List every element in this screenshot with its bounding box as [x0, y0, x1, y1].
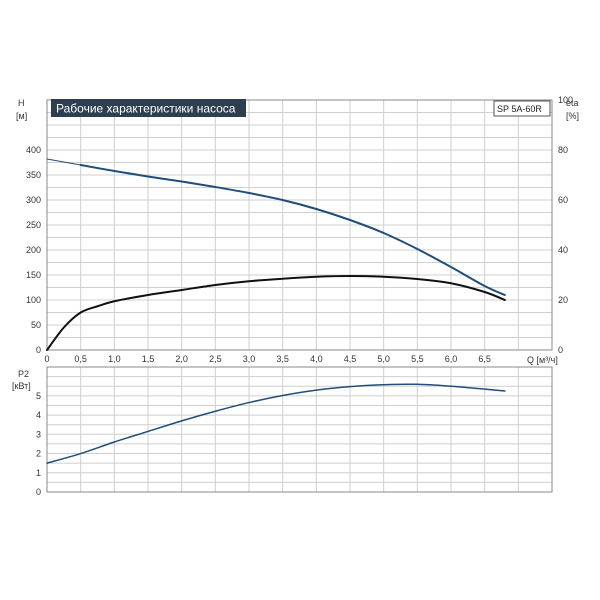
- head-tick-label: 200: [26, 245, 41, 255]
- efficiency-tick-label: 60: [558, 195, 568, 205]
- head-tick-label: 350: [26, 170, 41, 180]
- x-tick-label: 1,0: [108, 354, 121, 364]
- lower-plot-frame: [46, 366, 553, 493]
- head-curve: [79, 164, 506, 296]
- x-tick-label: 1,5: [142, 354, 155, 364]
- chart-title-box: [51, 99, 246, 117]
- x-tick-label: 5,0: [377, 354, 390, 364]
- power-tick-label: 5: [36, 391, 41, 401]
- power-tick-label: 2: [36, 449, 41, 459]
- flow-axis-label: Q [м³/ч]: [527, 355, 558, 365]
- model-label: SP 5A-60R: [497, 104, 542, 114]
- tick-labels: 0 0,5 1,0 1,5 2,0 2,5 3,0 3,5 4,0 4,5 5,0 5,5 6,0 6,5…: [26, 95, 573, 497]
- efficiency-tick-label: 40: [558, 245, 568, 255]
- x-tick-label: 0: [44, 354, 49, 364]
- power-tick-label: 3: [36, 429, 41, 439]
- efficiency-tick-label: 20: [558, 295, 568, 305]
- head-tick-label: 100: [26, 295, 41, 305]
- head-axis-unit: [м]: [16, 111, 27, 121]
- efficiency-axis-label: eta: [566, 98, 579, 108]
- x-tick-label: 3,5: [276, 354, 289, 364]
- x-tick-label: 5,5: [411, 354, 424, 364]
- power-tick-label: 1: [36, 468, 41, 478]
- chart-title: Рабочие характеристики насоса: [56, 102, 236, 116]
- power-tick-label: 0: [36, 487, 41, 497]
- x-tick-label: 4,0: [310, 354, 323, 364]
- head-tick-label: 300: [26, 195, 41, 205]
- model-label-box: [493, 100, 551, 117]
- power-tick-label: 4: [36, 410, 41, 420]
- x-tick-label: 2,0: [175, 354, 188, 364]
- head-tick-label: 0: [36, 345, 41, 355]
- head-axis-label: H: [18, 98, 25, 108]
- power-axis-unit: [кВт]: [12, 381, 31, 391]
- grid-lines: [47, 100, 552, 492]
- upper-plot-frame: [46, 99, 553, 351]
- efficiency-tick-label: 0: [558, 345, 563, 355]
- series-layer: [46, 158, 506, 464]
- x-tick-label: 3,0: [243, 354, 256, 364]
- x-tick-label: 6,0: [445, 354, 458, 364]
- head-extension-curve: [46, 158, 82, 166]
- efficiency-tick-label: 80: [558, 145, 568, 155]
- power-axis-label: P2: [18, 369, 29, 379]
- head-tick-label: 150: [26, 270, 41, 280]
- power-curve: [46, 383, 506, 464]
- efficiency-axis-unit: [%]: [566, 111, 579, 121]
- x-tick-label: 4,5: [344, 354, 357, 364]
- plot-frames: [46, 99, 553, 493]
- x-tick-label: 0,5: [74, 354, 87, 364]
- efficiency-tick-label: 100: [558, 95, 573, 105]
- efficiency-curve: [46, 274, 506, 351]
- x-tick-label: 6,5: [478, 354, 491, 364]
- head-tick-label: 400: [26, 145, 41, 155]
- x-tick-label: 2,5: [209, 354, 222, 364]
- head-tick-label: 50: [31, 320, 41, 330]
- head-tick-label: 250: [26, 220, 41, 230]
